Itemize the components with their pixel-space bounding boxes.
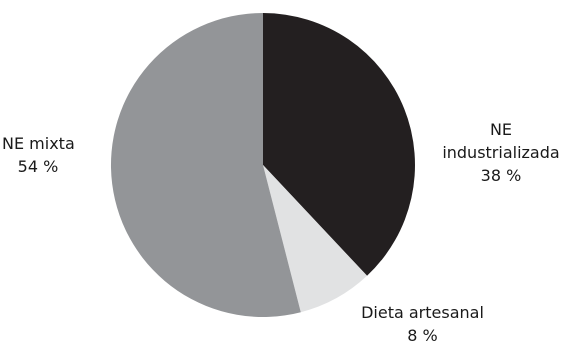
pie-slice-0: [263, 13, 415, 276]
slice-label-dieta-artesanal: Dieta artesanal 8 %: [350, 301, 495, 347]
pie-slice-1: [263, 165, 368, 313]
slice-name-line: industrializada: [442, 143, 560, 162]
slice-name-line: Dieta artesanal: [361, 303, 484, 322]
slice-name-line: NE mixta: [2, 134, 75, 153]
slice-label-ne-industrializada: NE industrializada 38 %: [436, 118, 566, 187]
slice-value-label: 54 %: [17, 157, 59, 176]
slice-name-line: NE: [489, 120, 513, 139]
slice-value-label: 38 %: [480, 166, 522, 185]
slice-label-ne-mixta: NE mixta 54 %: [2, 132, 75, 178]
slice-value-label: 8 %: [407, 326, 438, 345]
pie-slice-2: [110, 12, 301, 317]
